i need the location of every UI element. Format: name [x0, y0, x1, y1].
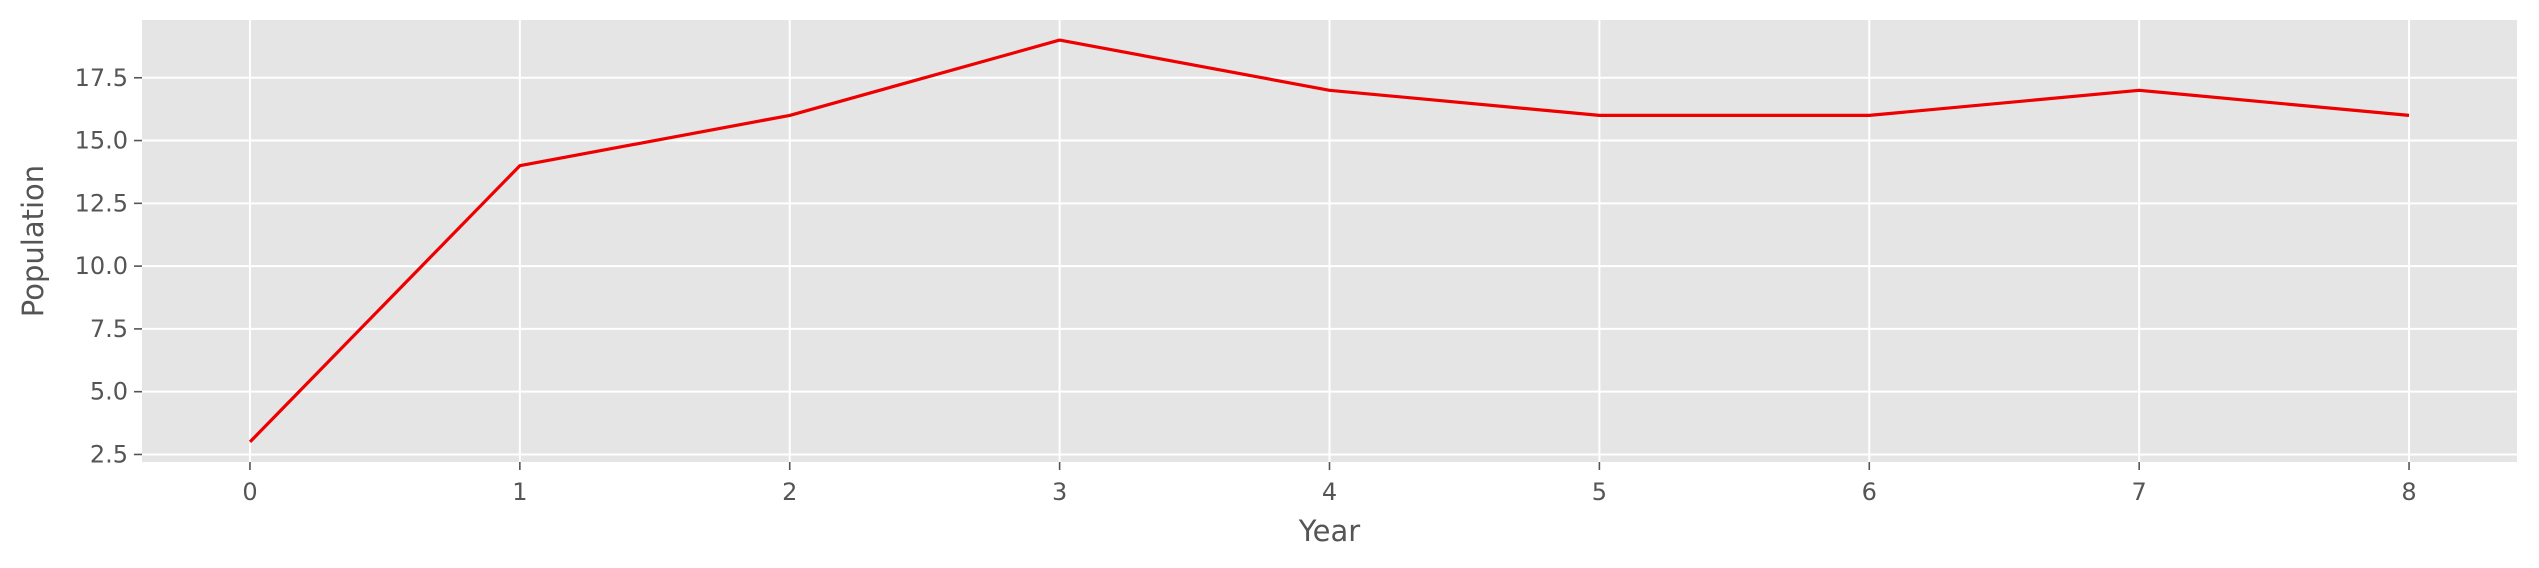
x-tick-label: 6	[1862, 478, 1877, 506]
x-axis-ticks: 0 1 2 3 4 5 6 7 8	[242, 462, 2417, 506]
x-tick-label: 4	[1322, 478, 1337, 506]
x-tick-label: 0	[242, 478, 257, 506]
x-axis-label: Year	[1298, 514, 1360, 548]
x-tick-label: 7	[2132, 478, 2147, 506]
y-tick-label: 12.5	[75, 189, 128, 217]
x-tick-label: 5	[1592, 478, 1607, 506]
y-tick-label: 7.5	[90, 315, 128, 343]
y-tick-label: 10.0	[75, 252, 128, 280]
x-tick-label: 3	[1052, 478, 1067, 506]
y-axis-ticks: 2.5 5.0 7.5 10.0 12.5 15.0 17.5	[75, 64, 142, 468]
grid	[142, 20, 2517, 462]
y-tick-label: 15.0	[75, 127, 128, 155]
y-tick-label: 5.0	[90, 378, 128, 406]
y-axis-label: Population	[16, 165, 50, 317]
x-tick-label: 2	[782, 478, 797, 506]
series-line	[248, 38, 2410, 444]
x-tick-label: 1	[512, 478, 527, 506]
series-layer	[248, 38, 2410, 444]
x-tick-label: 8	[2401, 478, 2416, 506]
y-tick-label: 2.5	[90, 440, 128, 468]
y-tick-label: 17.5	[75, 64, 128, 92]
